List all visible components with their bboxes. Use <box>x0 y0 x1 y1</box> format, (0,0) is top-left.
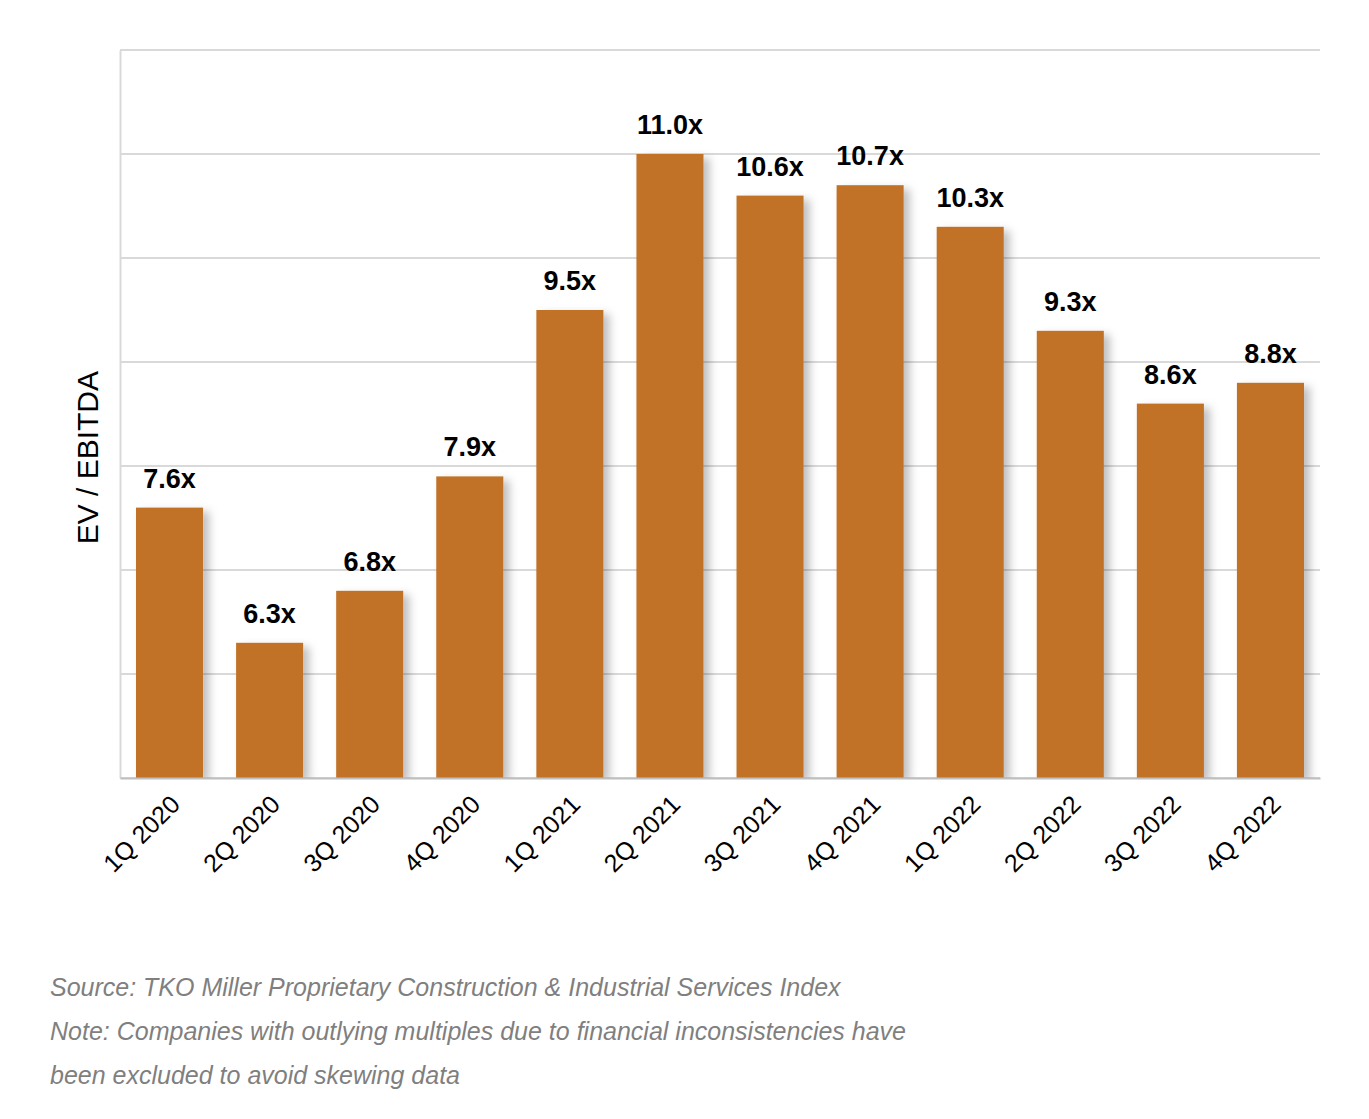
grid-line <box>120 49 1320 51</box>
x-tick: 2Q 2020 <box>198 778 286 877</box>
x-tick-label: 4Q 2021 <box>798 790 886 878</box>
note: Source: TKO Miller Proprietary Construct… <box>50 973 842 1001</box>
bar <box>236 643 303 778</box>
data-labels: 7.6x 6.3x 6.8x 7.9x 9.5x 11.0x 10.6x 10.7x 10.3x… <box>143 110 1296 629</box>
x-tick: 1Q 2020 <box>97 778 185 877</box>
x-tick-label: 3Q 2021 <box>698 790 786 878</box>
data-label: 9.5x <box>544 266 597 296</box>
x-tick-label: 4Q 2020 <box>398 790 486 878</box>
bar <box>937 227 1004 778</box>
bar <box>336 591 403 778</box>
data-label: 6.3x <box>243 599 296 629</box>
bar <box>1237 383 1304 778</box>
x-tick: 3Q 2021 <box>698 778 786 877</box>
x-tick: 3Q 2020 <box>298 778 386 877</box>
note: been excluded to avoid skewing data <box>50 1061 460 1089</box>
y-axis <box>120 51 122 779</box>
x-tick-label: 4Q 2022 <box>1198 790 1286 878</box>
bar <box>837 185 904 778</box>
x-tick: 2Q 2021 <box>598 778 686 877</box>
x-tick-label: 2Q 2021 <box>598 790 686 878</box>
x-tick: 2Q 2022 <box>998 778 1086 877</box>
data-label: 11.0x <box>637 110 703 140</box>
grid-line <box>120 257 1320 259</box>
grid-line <box>120 361 1320 363</box>
data-label: 9.3x <box>1044 287 1097 317</box>
x-tick-label: 2Q 2020 <box>198 790 286 878</box>
grid-line <box>120 153 1320 155</box>
bar <box>1037 331 1104 778</box>
x-tick-label: 2Q 2022 <box>998 790 1086 878</box>
x-tick-label: 3Q 2020 <box>298 790 386 878</box>
bar <box>436 476 503 778</box>
x-tick: 4Q 2020 <box>398 778 486 877</box>
data-label: 8.6x <box>1144 360 1197 390</box>
data-label: 8.8x <box>1244 339 1297 369</box>
x-axis: 1Q 20202Q 20203Q 20204Q 20201Q 20212Q 20… <box>97 778 1320 877</box>
bar <box>1137 404 1204 778</box>
bars <box>136 154 1304 778</box>
note: Note: Companies with outlying multiples … <box>50 1017 906 1045</box>
x-tick: 4Q 2021 <box>798 778 886 877</box>
data-label: 7.9x <box>444 432 497 462</box>
data-label: 10.6x <box>736 152 804 182</box>
bar <box>136 508 203 778</box>
x-tick-label: 1Q 2020 <box>97 790 185 878</box>
x-axis-line <box>121 778 1321 780</box>
x-tick: 4Q 2022 <box>1198 778 1286 877</box>
x-tick-label: 1Q 2021 <box>498 790 586 878</box>
data-label: 10.3x <box>936 183 1004 213</box>
bar <box>536 310 603 778</box>
data-label: 10.7x <box>836 141 904 171</box>
grid <box>120 50 1320 778</box>
plot: 1Q 20202Q 20203Q 20204Q 20201Q 20212Q 20… <box>97 50 1320 877</box>
bar <box>737 196 804 778</box>
x-tick: 3Q 2022 <box>1098 778 1186 877</box>
chart: 1Q 20202Q 20203Q 20204Q 20201Q 20212Q 20… <box>0 0 1369 1119</box>
x-tick: 1Q 2021 <box>498 778 586 877</box>
y-axis-line <box>120 51 122 779</box>
y-axis-title: EV / EBITDA <box>71 371 104 544</box>
x-tick-label: 3Q 2022 <box>1098 790 1186 878</box>
notes: Source: TKO Miller Proprietary Construct… <box>50 973 906 1089</box>
bar <box>636 154 703 778</box>
x-tick: 1Q 2022 <box>898 778 986 877</box>
x-tick-label: 1Q 2022 <box>898 790 986 878</box>
data-label: 7.6x <box>143 464 196 494</box>
data-label: 6.8x <box>343 547 396 577</box>
